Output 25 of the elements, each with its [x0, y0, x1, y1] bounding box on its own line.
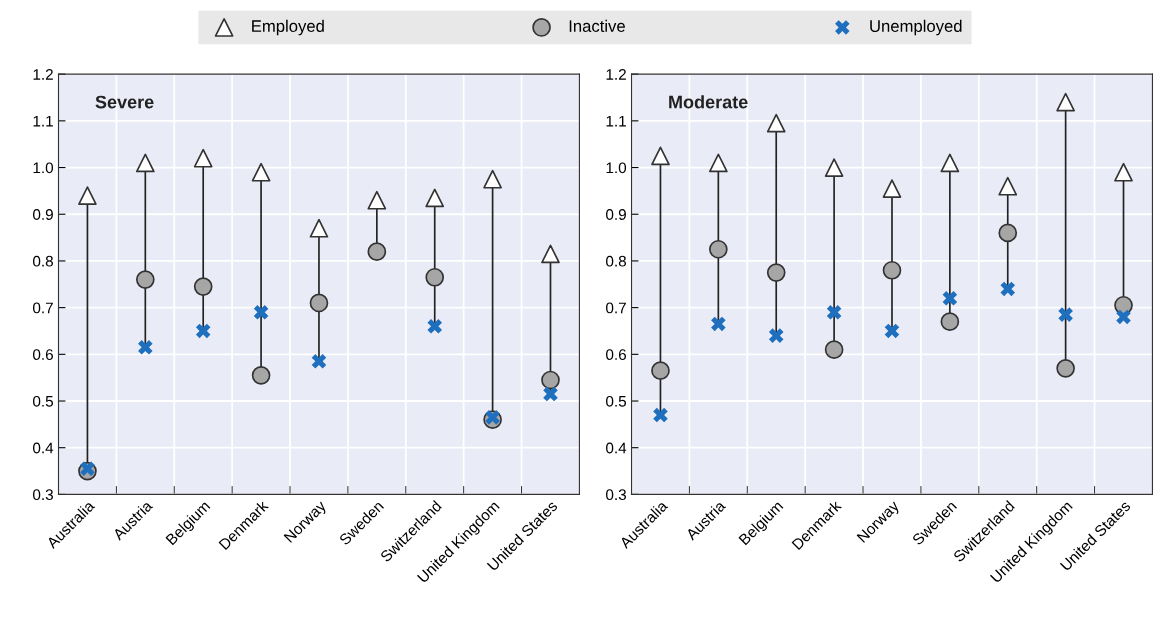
y-tick-label: 0.5	[606, 395, 627, 407]
y-tick-label: 0.3	[33, 489, 53, 501]
y-tick-label: 0.6	[33, 349, 53, 361]
text: Moderate	[669, 95, 748, 109]
legend-label: Inactive	[569, 19, 625, 32]
y-tick-label: 1.1	[606, 115, 626, 127]
y-tick-label: 1.0	[606, 162, 627, 174]
y-tick-label: 0.8	[606, 255, 626, 267]
y-tick-label: 0.7	[33, 302, 53, 314]
y-tick-label: 0.4	[606, 442, 627, 454]
y-tick-label: 0.7	[606, 302, 626, 314]
y-tick-label: 1.2	[33, 69, 53, 80]
y-tick-label: 0.8	[33, 255, 53, 267]
y-tick-label: 0.9	[33, 209, 53, 220]
text: Severe	[95, 95, 154, 109]
y-tick-label: 1.0	[33, 162, 54, 174]
y-tick-label: 0.6	[606, 349, 626, 361]
legend-label: Employed	[252, 19, 324, 36]
legend-label: Unemployed	[870, 19, 962, 36]
y-tick-label: 1.2	[606, 69, 626, 80]
y-tick-label: 0.4	[33, 442, 54, 454]
y-tick-label: 0.3	[606, 489, 626, 501]
y-tick-label: 1.1	[33, 115, 53, 127]
y-tick-label: 0.9	[606, 209, 626, 220]
y-tick-label: 0.5	[33, 395, 53, 407]
